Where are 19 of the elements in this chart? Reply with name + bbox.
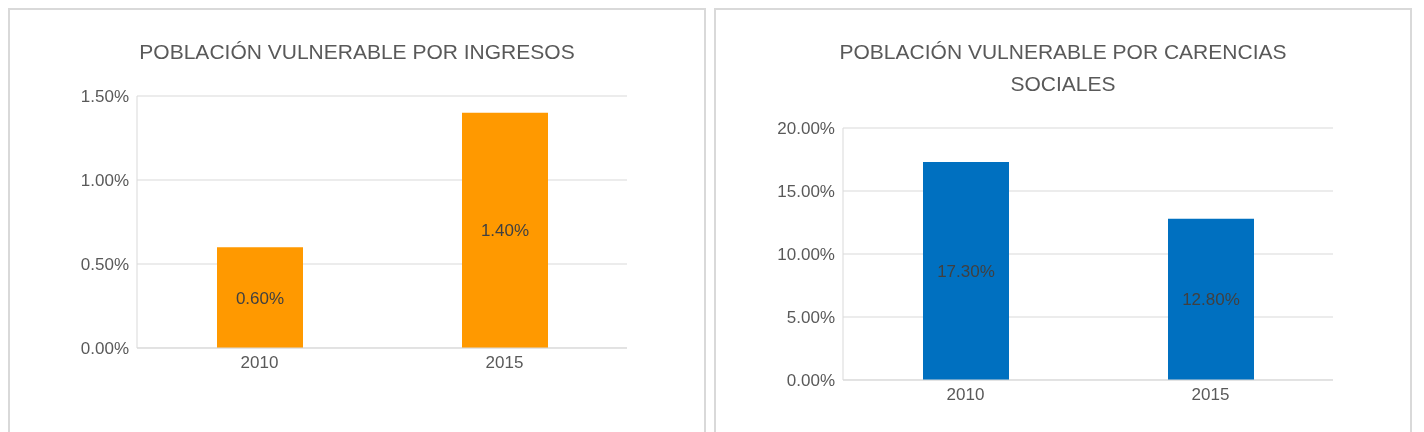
y-tick-label: 1.00%: [80, 171, 129, 191]
y-tick-label: 15.00%: [777, 182, 835, 202]
data-label: 17.30%: [937, 262, 995, 282]
y-tick-label: 10.00%: [777, 245, 835, 265]
y-tick-label: 0.50%: [80, 255, 129, 275]
y-tick-label: 0.00%: [786, 371, 835, 391]
chart-title: POBLACIÓN VULNERABLE POR INGRESOS: [138, 39, 576, 65]
x-tick-label: 2010: [946, 385, 985, 405]
data-label: 1.40%: [480, 221, 530, 241]
data-label: 0.60%: [235, 288, 285, 308]
x-tick-label: 2010: [240, 353, 279, 373]
chart-title: POBLACIÓN VULNERABLE POR CARENCIAS SOCIALES: [838, 39, 1288, 97]
y-tick-label: 20.00%: [777, 119, 835, 139]
data-label: 12.80%: [1182, 290, 1240, 310]
y-tick-label: 0.00%: [80, 339, 129, 359]
x-tick-label: 2015: [1191, 385, 1230, 405]
x-tick-label: 2015: [485, 353, 524, 373]
y-tick-label: 1.50%: [80, 87, 129, 107]
y-tick-label: 5.00%: [786, 308, 835, 328]
